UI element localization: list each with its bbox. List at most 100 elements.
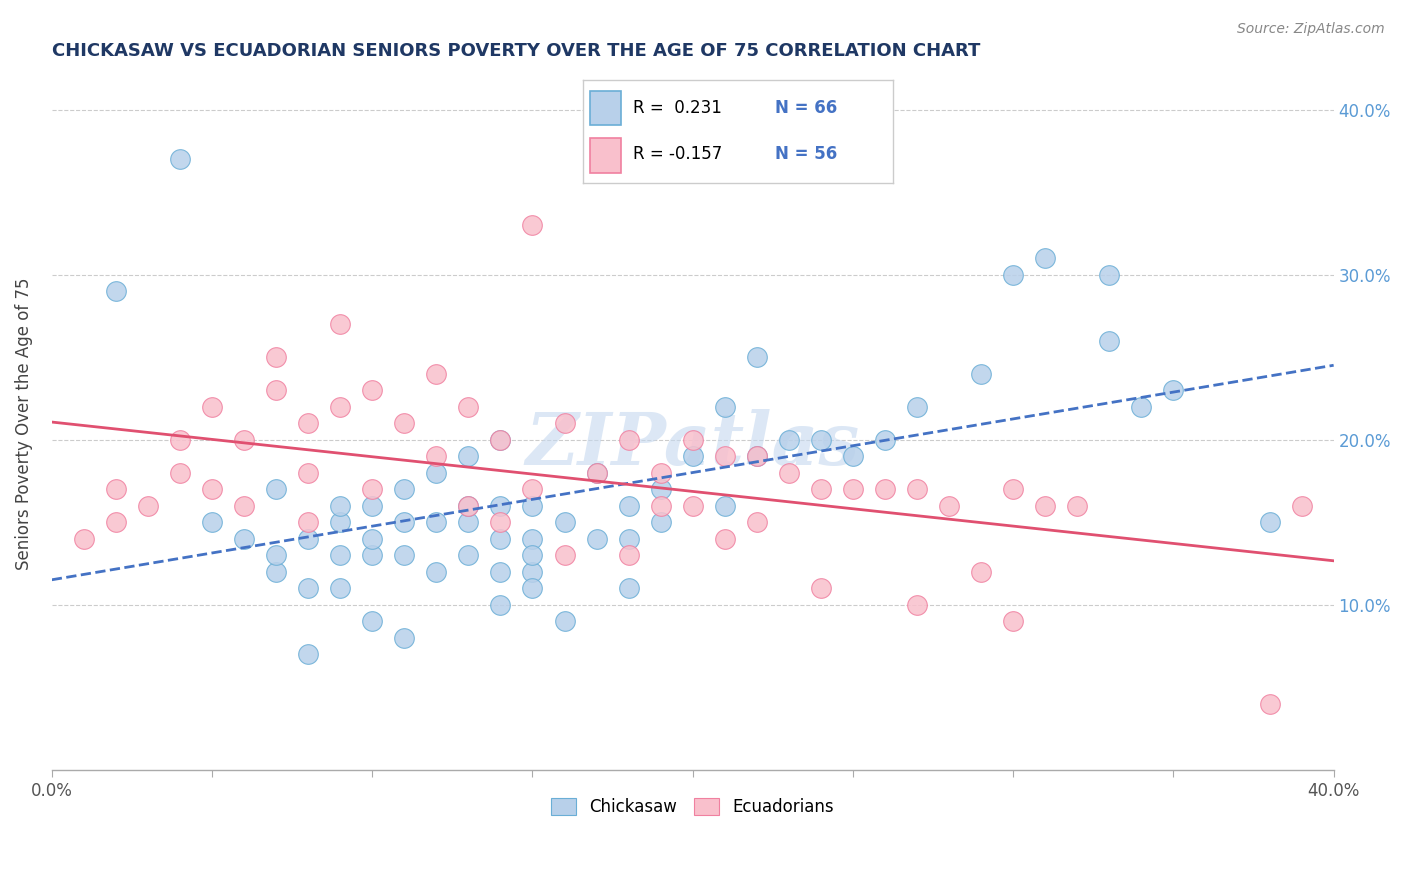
Point	[329, 516, 352, 530]
Point	[104, 516, 127, 530]
Point	[522, 582, 544, 596]
Point	[905, 483, 928, 497]
Point	[585, 532, 607, 546]
Point	[778, 466, 800, 480]
Text: R =  0.231: R = 0.231	[633, 99, 721, 117]
Point	[361, 532, 384, 546]
Point	[745, 516, 768, 530]
Point	[682, 450, 704, 464]
Point	[938, 499, 960, 513]
Point	[169, 433, 191, 447]
Text: R = -0.157: R = -0.157	[633, 145, 723, 163]
Point	[329, 400, 352, 414]
Point	[842, 450, 865, 464]
Point	[361, 615, 384, 629]
Point	[617, 499, 640, 513]
Point	[778, 433, 800, 447]
Point	[329, 549, 352, 563]
Point	[522, 532, 544, 546]
Point	[457, 516, 479, 530]
Point	[233, 532, 256, 546]
Text: Source: ZipAtlas.com: Source: ZipAtlas.com	[1237, 22, 1385, 37]
Point	[650, 516, 672, 530]
Point	[201, 483, 224, 497]
Point	[745, 351, 768, 365]
Point	[361, 499, 384, 513]
Point	[297, 532, 319, 546]
Point	[650, 466, 672, 480]
Point	[201, 516, 224, 530]
Point	[585, 466, 607, 480]
Point	[457, 499, 479, 513]
Point	[1002, 268, 1025, 282]
Point	[233, 433, 256, 447]
Point	[1002, 483, 1025, 497]
Point	[489, 433, 512, 447]
Point	[873, 433, 896, 447]
Point	[489, 532, 512, 546]
FancyBboxPatch shape	[589, 91, 620, 126]
Point	[394, 483, 416, 497]
Point	[617, 549, 640, 563]
Text: ZIPatlas: ZIPatlas	[526, 409, 859, 480]
Point	[297, 466, 319, 480]
Point	[585, 466, 607, 480]
Point	[201, 400, 224, 414]
Point	[1163, 384, 1185, 398]
Point	[682, 433, 704, 447]
Text: CHICKASAW VS ECUADORIAN SENIORS POVERTY OVER THE AGE OF 75 CORRELATION CHART: CHICKASAW VS ECUADORIAN SENIORS POVERTY …	[52, 42, 980, 60]
Point	[1033, 499, 1056, 513]
Point	[842, 483, 865, 497]
Point	[394, 417, 416, 431]
Point	[264, 384, 287, 398]
Point	[553, 615, 575, 629]
Point	[457, 549, 479, 563]
Point	[233, 499, 256, 513]
Point	[489, 433, 512, 447]
Point	[264, 351, 287, 365]
Point	[713, 400, 735, 414]
Point	[553, 417, 575, 431]
Point	[361, 384, 384, 398]
Point	[553, 516, 575, 530]
Point	[617, 433, 640, 447]
Point	[425, 565, 447, 579]
Text: N = 56: N = 56	[775, 145, 838, 163]
Point	[905, 598, 928, 612]
Point	[745, 450, 768, 464]
Point	[713, 450, 735, 464]
Point	[489, 565, 512, 579]
Point	[713, 499, 735, 513]
Point	[553, 549, 575, 563]
Point	[297, 582, 319, 596]
Point	[264, 565, 287, 579]
Point	[810, 582, 832, 596]
Point	[489, 516, 512, 530]
Point	[169, 466, 191, 480]
Point	[1098, 268, 1121, 282]
Point	[970, 367, 993, 381]
Point	[297, 516, 319, 530]
Y-axis label: Seniors Poverty Over the Age of 75: Seniors Poverty Over the Age of 75	[15, 277, 32, 570]
Point	[1098, 334, 1121, 348]
Point	[329, 499, 352, 513]
Point	[810, 433, 832, 447]
Text: N = 66: N = 66	[775, 99, 838, 117]
Point	[489, 598, 512, 612]
Point	[970, 565, 993, 579]
Point	[394, 516, 416, 530]
Point	[457, 400, 479, 414]
Point	[425, 367, 447, 381]
Point	[522, 483, 544, 497]
Point	[489, 499, 512, 513]
Point	[1258, 516, 1281, 530]
Point	[810, 483, 832, 497]
Point	[1130, 400, 1153, 414]
Point	[873, 483, 896, 497]
Point	[264, 549, 287, 563]
Point	[713, 532, 735, 546]
Point	[522, 499, 544, 513]
Point	[169, 152, 191, 166]
FancyBboxPatch shape	[589, 137, 620, 173]
Point	[457, 499, 479, 513]
